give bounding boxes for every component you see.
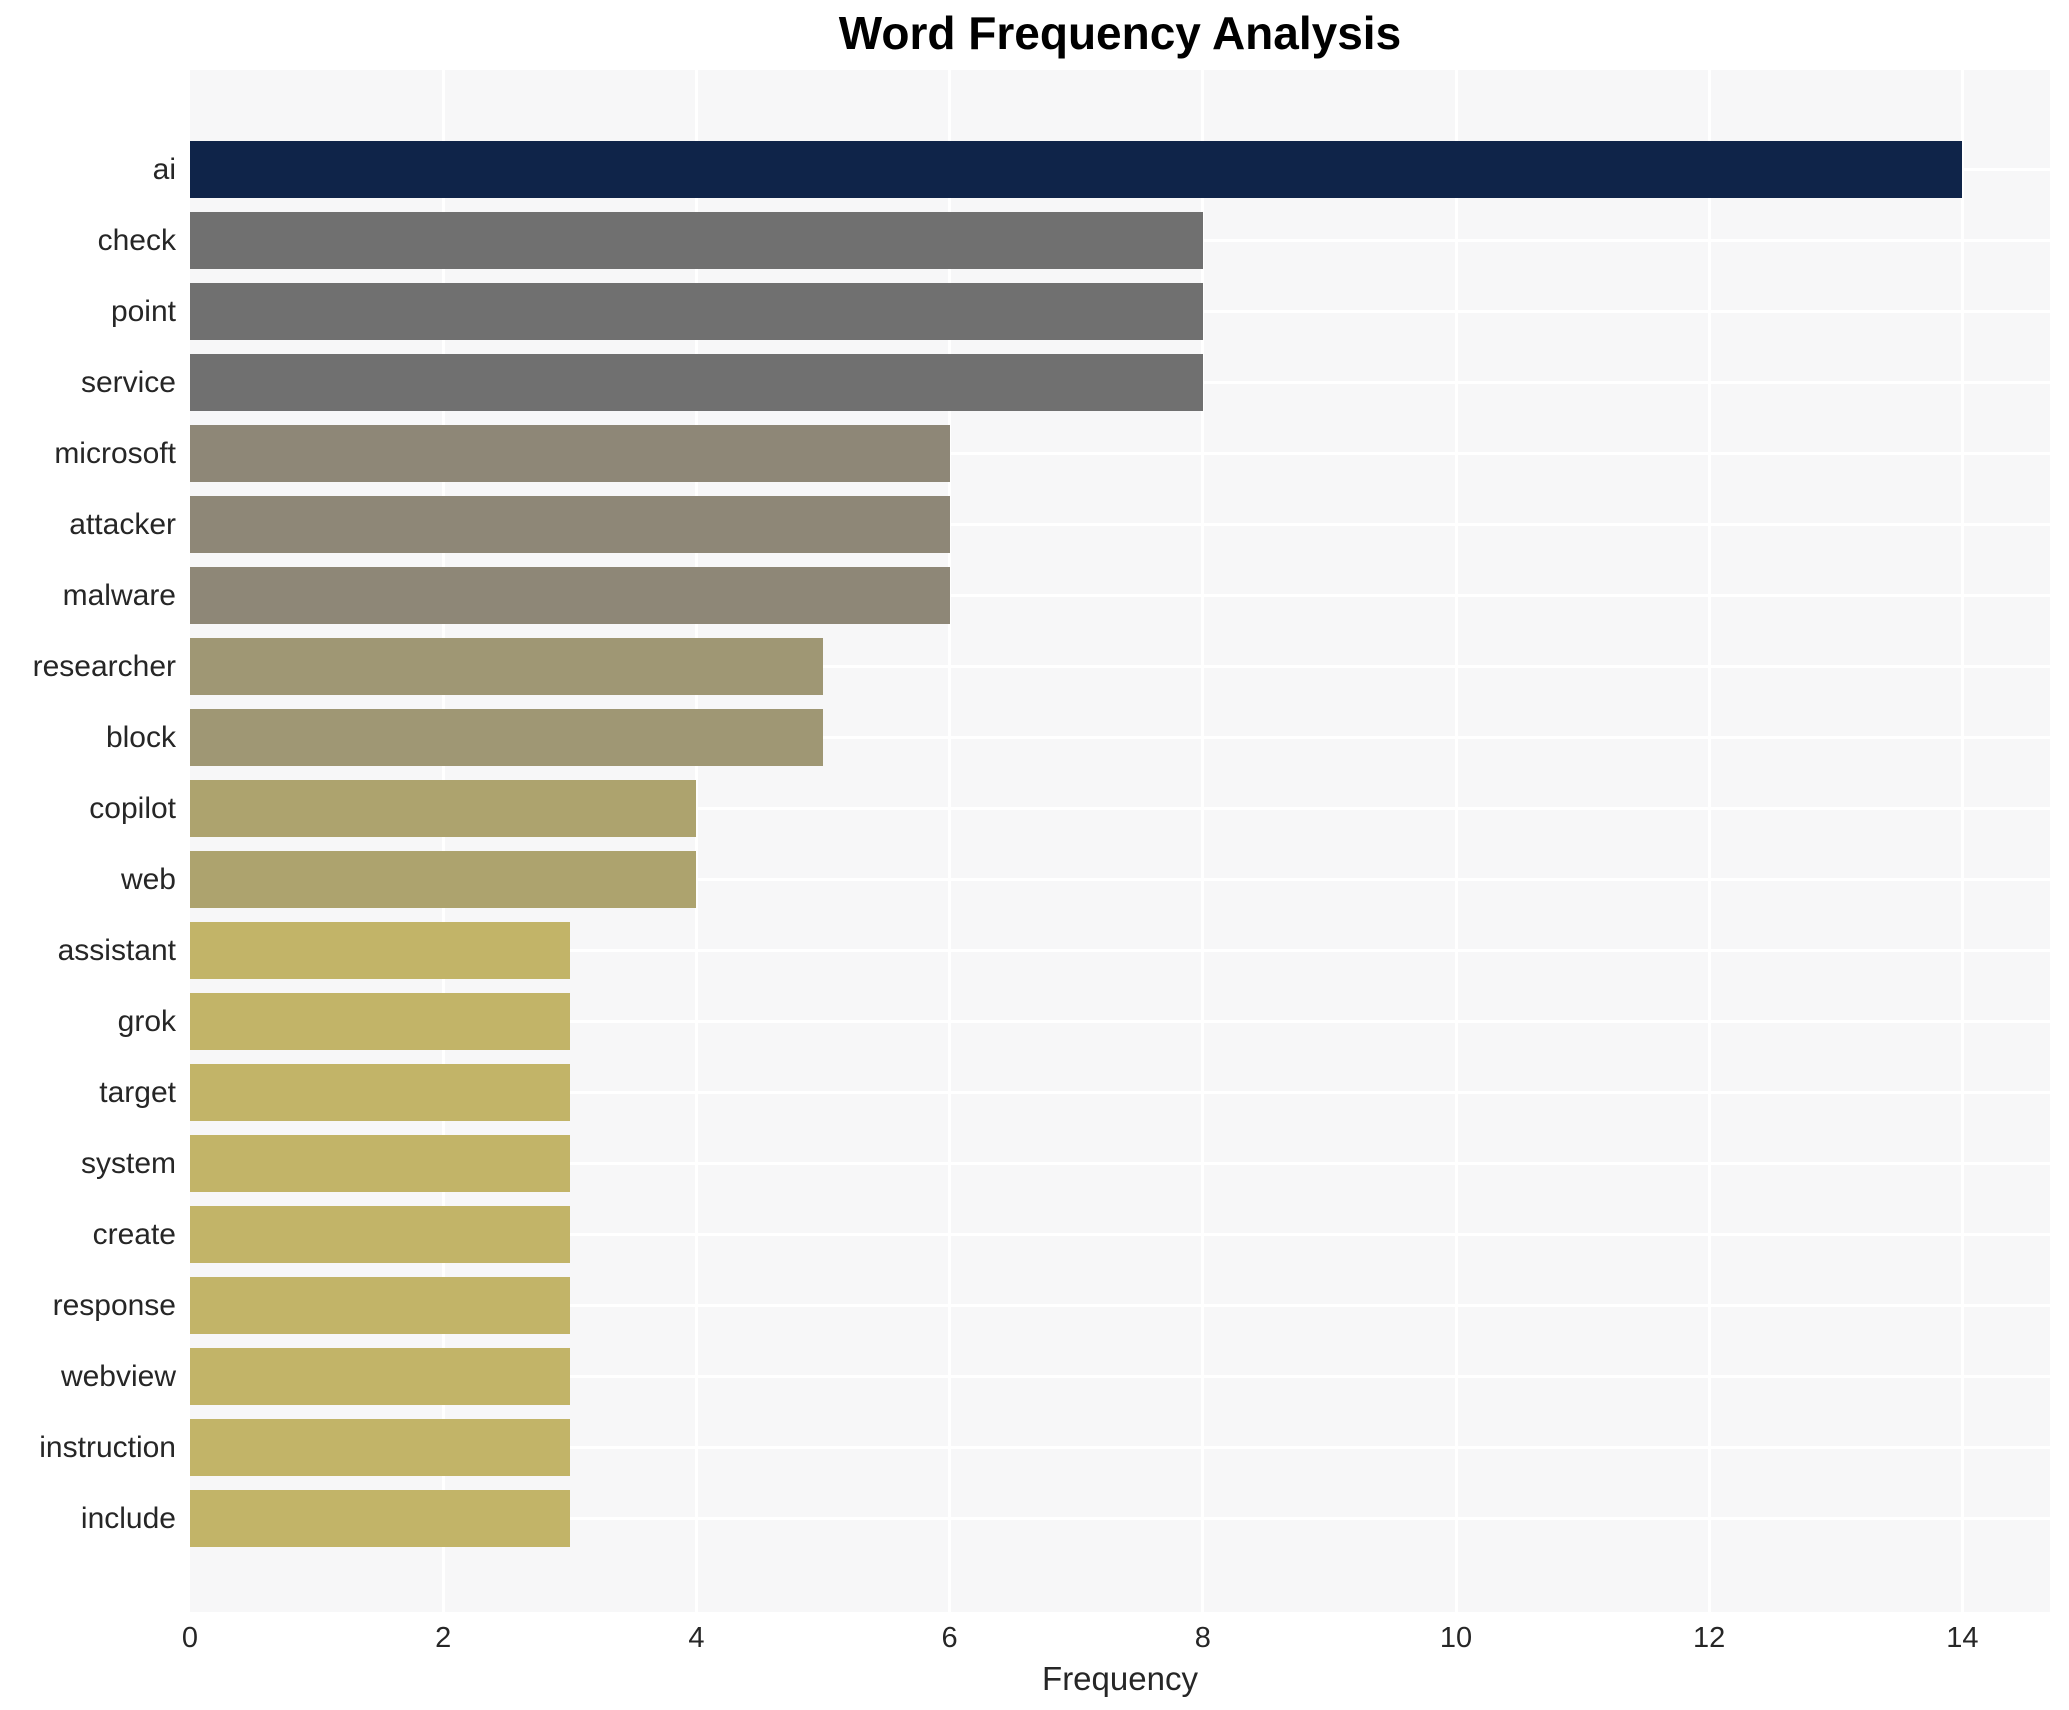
gridline-x-2 (441, 70, 445, 1612)
bar-researcher (190, 638, 823, 695)
bar-system (190, 1135, 570, 1192)
gridline-y-microsoft (190, 452, 2050, 455)
gridline-x-8 (1201, 70, 1205, 1612)
gridline-y-web (190, 878, 2050, 881)
gridline-y-create (190, 1233, 2050, 1236)
gridline-x-4 (694, 70, 698, 1612)
x-tick-label-12: 12 (1693, 1622, 1726, 1654)
x-tick-label-4: 4 (688, 1622, 705, 1654)
gridline-x-12 (1707, 70, 1711, 1612)
y-tick-label-assistant: assistant (57, 933, 176, 967)
y-tick-label-create: create (92, 1217, 176, 1251)
gridline-y-response (190, 1304, 2050, 1307)
bar-response (190, 1277, 570, 1334)
bar-copilot (190, 780, 697, 837)
y-tick-label-attacker: attacker (69, 507, 176, 541)
gridline-x-6 (948, 70, 952, 1612)
gridline-y-system (190, 1162, 2050, 1165)
bar-block (190, 709, 823, 766)
x-tick-label-10: 10 (1439, 1622, 1473, 1654)
gridline-y-assistant (190, 949, 2050, 952)
gridline-y-malware (190, 594, 2050, 597)
gridline-x-14 (1960, 70, 1964, 1612)
gridline-y-block (190, 736, 2050, 739)
y-tick-label-include: include (80, 1501, 176, 1535)
bar-create (190, 1206, 570, 1263)
bar-webview (190, 1348, 570, 1405)
y-tick-label-service: service (80, 365, 176, 399)
gridline-x-10 (1454, 70, 1458, 1612)
gridline-y-grok (190, 1020, 2050, 1023)
bar-malware (190, 567, 950, 624)
gridline-y-copilot (190, 807, 2050, 810)
y-tick-label-response: response (52, 1288, 176, 1322)
chart-title: Word Frequency Analysis (838, 7, 1402, 59)
bar-grok (190, 993, 570, 1050)
y-tick-label-target: target (99, 1075, 176, 1109)
bar-ai (190, 141, 1963, 198)
x-tick-label-14: 14 (1946, 1622, 1979, 1654)
bar-include (190, 1490, 570, 1547)
y-tick-label-microsoft: microsoft (54, 436, 176, 470)
x-tick-label-8: 8 (1194, 1622, 1211, 1654)
bar-target (190, 1064, 570, 1121)
bar-web (190, 851, 697, 908)
gridline-y-target (190, 1091, 2050, 1094)
bar-service (190, 354, 1203, 411)
y-tick-label-webview: webview (60, 1359, 176, 1393)
y-tick-label-check: check (97, 223, 176, 257)
y-tick-label-researcher: researcher (32, 649, 176, 683)
bar-check (190, 212, 1203, 269)
gridline-y-include (190, 1517, 2050, 1520)
gridline-y-instruction (190, 1446, 2050, 1449)
bar-instruction (190, 1419, 570, 1476)
x-tick-label-0: 0 (181, 1622, 199, 1654)
y-tick-label-block: block (105, 720, 176, 754)
bar-point (190, 283, 1203, 340)
x-tick-label-6: 6 (941, 1622, 958, 1654)
y-tick-label-grok: grok (117, 1004, 176, 1038)
y-tick-label-point: point (110, 294, 176, 328)
gridline-y-webview (190, 1375, 2050, 1378)
plot-area (190, 70, 2050, 1612)
y-tick-label-web: web (120, 862, 176, 896)
y-tick-label-malware: malware (62, 578, 176, 612)
bar-attacker (190, 496, 950, 553)
y-tick-label-instruction: instruction (39, 1430, 176, 1464)
gridline-y-attacker (190, 523, 2050, 526)
bar-assistant (190, 922, 570, 979)
bar-microsoft (190, 425, 950, 482)
y-tick-label-ai: ai (152, 152, 176, 186)
y-tick-label-system: system (80, 1146, 176, 1180)
y-tick-label-copilot: copilot (89, 791, 176, 825)
x-axis-title: Frequency (1042, 1660, 1198, 1697)
x-tick-label-2: 2 (435, 1622, 452, 1654)
y-axis-labels: ai check point service microsoft attacker malw… (0, 70, 176, 1612)
gridline-y-researcher (190, 665, 2050, 668)
